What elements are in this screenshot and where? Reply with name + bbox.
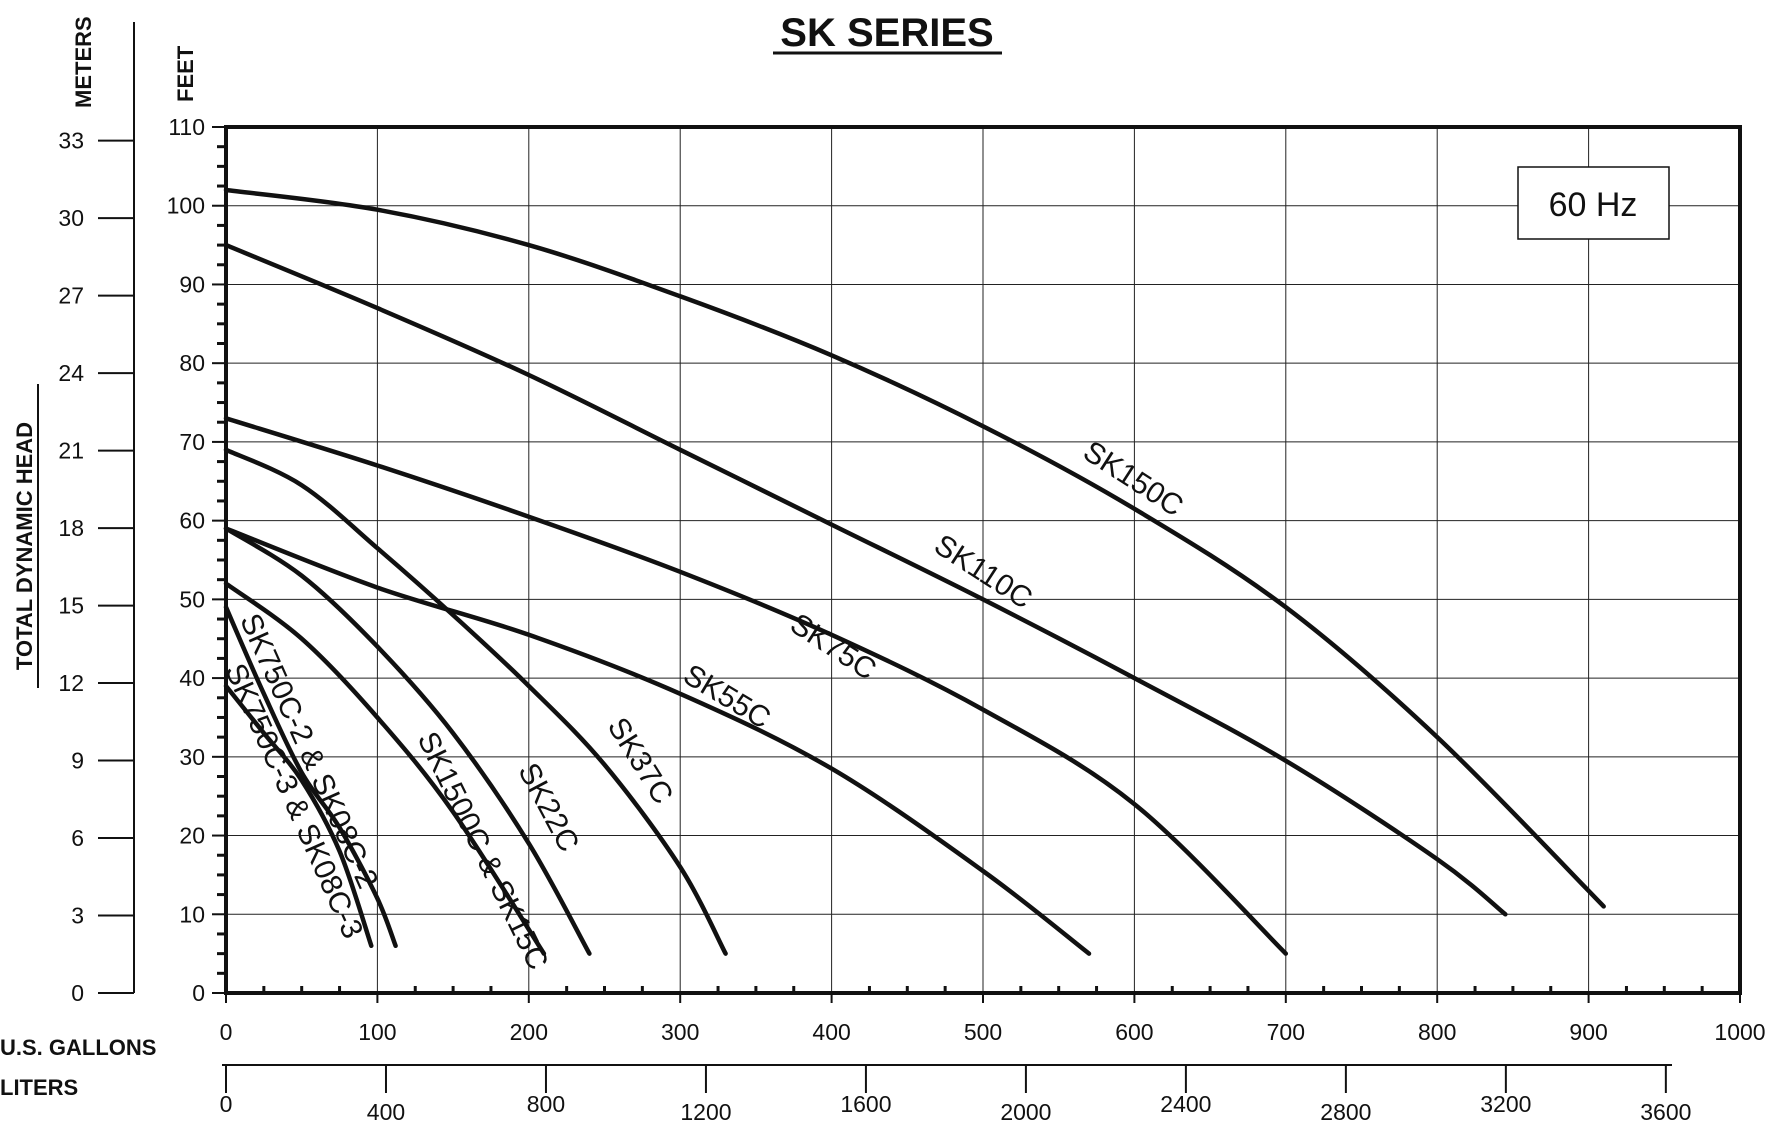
y-tick-label-feet: 80	[179, 350, 205, 376]
curve-sk1500c-sk15c	[223, 581, 547, 956]
x-tick-label-liters: 3200	[1480, 1091, 1531, 1117]
frequency-label: 60 Hz	[1549, 186, 1638, 224]
x-tick-label-liters: 800	[527, 1091, 565, 1117]
y-tick-label-meters: 9	[71, 748, 84, 774]
y-tick-label-meters: 33	[58, 128, 84, 154]
y-tick-label-feet: 0	[192, 980, 205, 1006]
y-axis-label: TOTAL DYNAMIC HEAD	[12, 422, 37, 670]
y-tick-label-feet: 50	[179, 586, 205, 612]
curve-sk110c	[223, 242, 1508, 917]
curve-sk150c	[223, 187, 1606, 909]
x-tick-label-gallons: 700	[1267, 1019, 1305, 1045]
curve-sk22c	[223, 526, 592, 956]
y-tick-label-meters: 12	[58, 670, 84, 696]
y-tick-label-feet: 60	[179, 508, 205, 534]
frequency-box: 60 Hz	[1517, 166, 1670, 240]
y-unit-feet: FEET	[173, 45, 198, 102]
y-tick-label-feet: 100	[167, 193, 205, 219]
x-tick-label-gallons: 0	[220, 1019, 233, 1045]
x-tick-label-liters: 3600	[1640, 1099, 1691, 1125]
curve-label-sk75c: SK75C	[784, 607, 882, 686]
x-tick-label-gallons: 100	[358, 1019, 396, 1045]
y-tick-label-feet: 110	[168, 114, 205, 140]
y-tick-label-meters: 18	[58, 515, 84, 541]
chart-title: SK SERIES	[780, 11, 993, 55]
curve-sk75c	[223, 416, 1289, 956]
curve-sk37c	[223, 447, 728, 956]
curve-sk750c-3-sk08c-3	[223, 683, 374, 949]
x-tick-label-liters: 0	[220, 1091, 233, 1117]
y-tick-label-feet: 10	[179, 901, 205, 927]
y-tick-label-meters: 0	[71, 980, 84, 1006]
x-unit-gallons: U.S. GALLONS	[0, 1035, 156, 1060]
y-unit-meters: METERS	[71, 16, 96, 108]
x-tick-label-gallons: 900	[1569, 1019, 1607, 1045]
y-tick-label-feet: 30	[179, 744, 205, 770]
x-tick-label-liters: 2400	[1160, 1091, 1211, 1117]
x-tick-label-gallons: 200	[510, 1019, 548, 1045]
x-unit-liters: LITERS	[0, 1075, 78, 1100]
y-tick-label-meters: 27	[58, 283, 84, 309]
y-tick-label-feet: 70	[179, 429, 205, 455]
x-tick-label-gallons: 600	[1115, 1019, 1153, 1045]
x-tick-label-liters: 400	[367, 1099, 405, 1125]
curves	[223, 187, 1606, 956]
x-tick-label-liters: 1600	[840, 1091, 891, 1117]
y-tick-label-feet: 90	[179, 271, 205, 297]
y-tick-label-feet: 40	[179, 665, 205, 691]
y-tick-label-meters: 30	[58, 205, 84, 231]
y-tick-label-meters: 3	[71, 903, 84, 929]
curve-sk750c-2-sk08c-2	[223, 604, 398, 949]
x-tick-label-gallons: 800	[1418, 1019, 1456, 1045]
x-tick-label-gallons: 1000	[1714, 1019, 1765, 1045]
curve-label-sk37c: SK37C	[601, 712, 679, 810]
y-tick-label-meters: 24	[58, 360, 84, 386]
x-tick-label-liters: 2000	[1000, 1099, 1051, 1125]
x-tick-label-gallons: 300	[661, 1019, 699, 1045]
x-tick-label-gallons: 400	[812, 1019, 850, 1045]
y-tick-label-meters: 6	[71, 825, 84, 851]
y-tick-label-feet: 20	[179, 823, 205, 849]
curve-label-sk22c: SK22C	[512, 758, 586, 857]
x-tick-label-liters: 2800	[1320, 1099, 1371, 1125]
curve-sk55c	[223, 526, 1092, 956]
x-tick-label-gallons: 500	[964, 1019, 1002, 1045]
y-tick-label-meters: 21	[58, 438, 84, 464]
y-tick-label-meters: 15	[58, 593, 84, 619]
x-tick-label-liters: 1200	[680, 1099, 731, 1125]
